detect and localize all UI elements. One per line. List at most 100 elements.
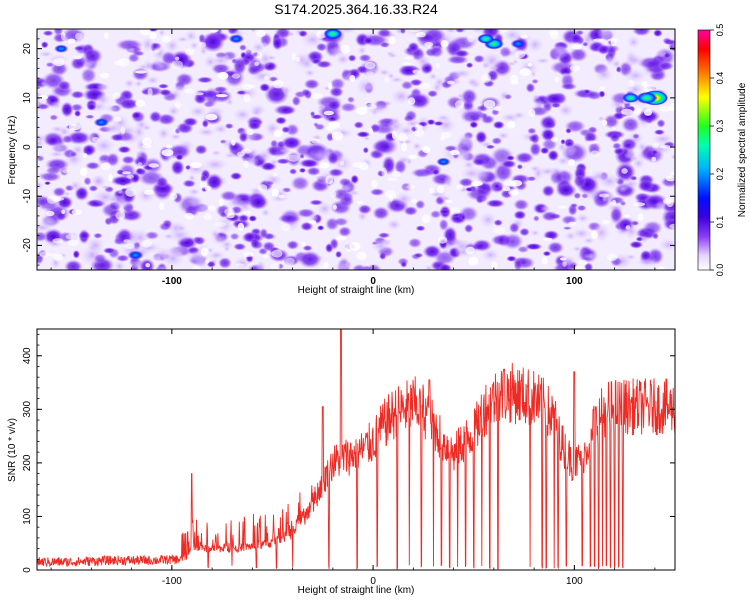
spectrogram-cell (562, 226, 572, 231)
spectrogram-gap (666, 199, 674, 208)
spectrogram-gap (301, 241, 306, 247)
snr-x-axis: -100 0 100 (50, 329, 656, 587)
spectrogram-cell (456, 132, 474, 150)
spectrogram-cell (582, 252, 600, 260)
spectrogram-cell (460, 213, 466, 221)
spectrogram-gap (665, 175, 675, 182)
spectrogram-gap (590, 150, 600, 157)
spectrogram-cell (640, 235, 649, 244)
spectrogram-cell (471, 239, 493, 252)
spectrogram-gap (414, 129, 425, 137)
spectrogram-cell (453, 49, 470, 58)
spectrogram-cell (411, 141, 422, 151)
spectrogram-gap (422, 146, 431, 154)
y-tick-label: 200 (22, 454, 33, 471)
spectrogram-cell (309, 199, 324, 206)
spectrogram-gap (254, 61, 260, 66)
spectrogram-gap (185, 48, 195, 56)
spectrogram-cell (394, 191, 414, 207)
spectrogram-cell (135, 150, 143, 158)
spectrogram-cell (278, 148, 291, 154)
spectrogram-cell (493, 219, 503, 227)
spectrogram-cell (480, 61, 492, 70)
spectrogram-gap (558, 205, 567, 209)
spectrogram-gap (428, 187, 435, 193)
spectrogram-cell (235, 90, 247, 96)
colorbar-tick-label: 0.5 (715, 24, 725, 37)
spectrogram-gap (568, 221, 577, 226)
spectrogram-gap (421, 214, 431, 224)
spectrogram-cell (61, 29, 86, 44)
chart-title: S174.2025.364.16.33.R24 (274, 1, 438, 17)
spectrogram-cell (70, 90, 85, 99)
spectrogram-cell (362, 36, 375, 45)
spectrogram-cell (624, 53, 645, 67)
spectrogram-cell (553, 262, 572, 270)
spectrogram-cell (144, 75, 161, 86)
spectrogram-gap (569, 65, 581, 72)
colorbar-label: Normalized spectral amplitude (737, 82, 748, 217)
spectrogram-cell (621, 116, 640, 133)
spectrogram-cell (465, 186, 474, 192)
spectrogram-gap (670, 171, 675, 176)
spectrogram-gap (356, 251, 367, 261)
spectrogram-cell (140, 35, 155, 54)
spectrogram-cell (428, 45, 444, 58)
spectrogram-cell (95, 93, 111, 107)
spectrogram-cell (458, 148, 471, 163)
hotspot-9 (54, 44, 69, 53)
spectrogram-cell (232, 107, 253, 122)
spectrogram-cell (64, 259, 83, 270)
spectrogram-gap (493, 227, 506, 234)
spectrogram-cell (629, 240, 644, 249)
spectrogram-cell (196, 127, 217, 138)
spectrogram-cell (302, 245, 313, 252)
spectrogram-cell (298, 167, 307, 174)
spectrogram-cell (496, 131, 510, 140)
spectrogram-gap (562, 261, 567, 267)
spectrogram-cell (547, 149, 560, 162)
spectrogram-cell (560, 82, 578, 91)
spectrogram-cell (458, 177, 475, 188)
spectrogram-cell (248, 194, 269, 210)
spectrogram-gap (455, 100, 464, 109)
spectrogram-gap (79, 167, 88, 176)
spectrogram-gap (231, 139, 236, 146)
spectrogram-cell (642, 220, 663, 235)
spectrogram-gap (38, 95, 49, 100)
spectrogram-gap (551, 137, 558, 143)
spectrogram-cell (357, 204, 372, 215)
spectrogram-cell (344, 260, 353, 268)
spectrogram-cell (555, 182, 577, 198)
spectrogram-gap (67, 239, 79, 247)
spectrogram-cell (519, 227, 530, 237)
hotspot-7 (93, 117, 110, 127)
spectrogram-gap (328, 82, 332, 89)
spectrogram-cell (63, 191, 71, 197)
spectrogram-gap (113, 116, 122, 122)
spectrogram-gap (506, 121, 516, 129)
spectrogram-cell (96, 82, 111, 92)
spectrogram-cell (466, 77, 479, 88)
spectrogram-gap (235, 263, 245, 267)
snr-y-axis: 0 100 200 300 400 (22, 333, 675, 573)
spectrogram-cell (397, 64, 418, 78)
spectrogram-cell (116, 169, 125, 176)
x-tick-label: -100 (162, 276, 182, 287)
spectrogram-cell (37, 103, 50, 110)
spectrogram-cell (643, 147, 665, 164)
spectrogram-gap (502, 186, 511, 192)
spectrogram-cell (273, 104, 297, 116)
spectrogram-gap (527, 62, 533, 67)
spectrogram-gap (75, 32, 83, 40)
spectrogram-cell (350, 174, 360, 185)
spectrogram-cell (631, 29, 652, 37)
spectrogram-gap (135, 99, 146, 107)
spectrogram-cell (335, 250, 343, 259)
spectrogram-gap (149, 32, 157, 40)
spectrogram-cell (187, 195, 205, 208)
spectrogram-cell (227, 140, 242, 153)
spectrogram-gap (652, 142, 659, 148)
